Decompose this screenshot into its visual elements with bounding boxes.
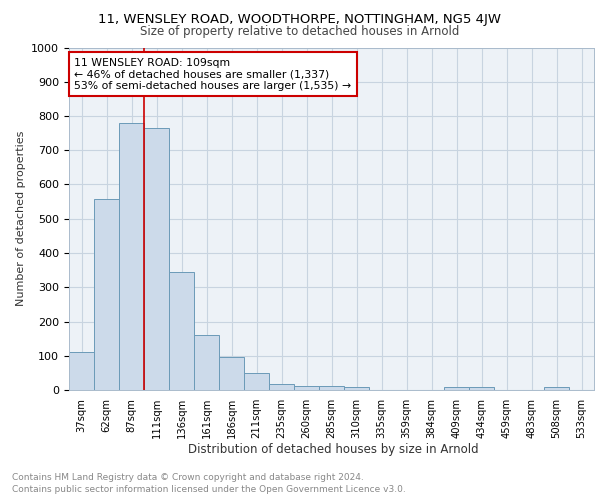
Text: Size of property relative to detached houses in Arnold: Size of property relative to detached ho… xyxy=(140,25,460,38)
Bar xyxy=(244,373,269,390)
Bar xyxy=(444,388,469,390)
Bar xyxy=(294,386,319,390)
Bar xyxy=(469,388,494,390)
Bar xyxy=(544,388,569,390)
Bar xyxy=(194,335,219,390)
Text: Distribution of detached houses by size in Arnold: Distribution of detached houses by size … xyxy=(188,442,478,456)
Text: 11 WENSLEY ROAD: 109sqm
← 46% of detached houses are smaller (1,337)
53% of semi: 11 WENSLEY ROAD: 109sqm ← 46% of detache… xyxy=(74,58,352,91)
Bar xyxy=(344,388,369,390)
Text: Contains public sector information licensed under the Open Government Licence v3: Contains public sector information licen… xyxy=(12,485,406,494)
Bar xyxy=(169,272,194,390)
Bar xyxy=(69,352,94,390)
Bar xyxy=(94,199,119,390)
Y-axis label: Number of detached properties: Number of detached properties xyxy=(16,131,26,306)
Text: Contains HM Land Registry data © Crown copyright and database right 2024.: Contains HM Land Registry data © Crown c… xyxy=(12,472,364,482)
Bar xyxy=(119,123,144,390)
Bar xyxy=(219,357,244,390)
Bar xyxy=(269,384,294,390)
Bar xyxy=(319,386,344,390)
Text: 11, WENSLEY ROAD, WOODTHORPE, NOTTINGHAM, NG5 4JW: 11, WENSLEY ROAD, WOODTHORPE, NOTTINGHAM… xyxy=(98,12,502,26)
Bar xyxy=(144,128,169,390)
